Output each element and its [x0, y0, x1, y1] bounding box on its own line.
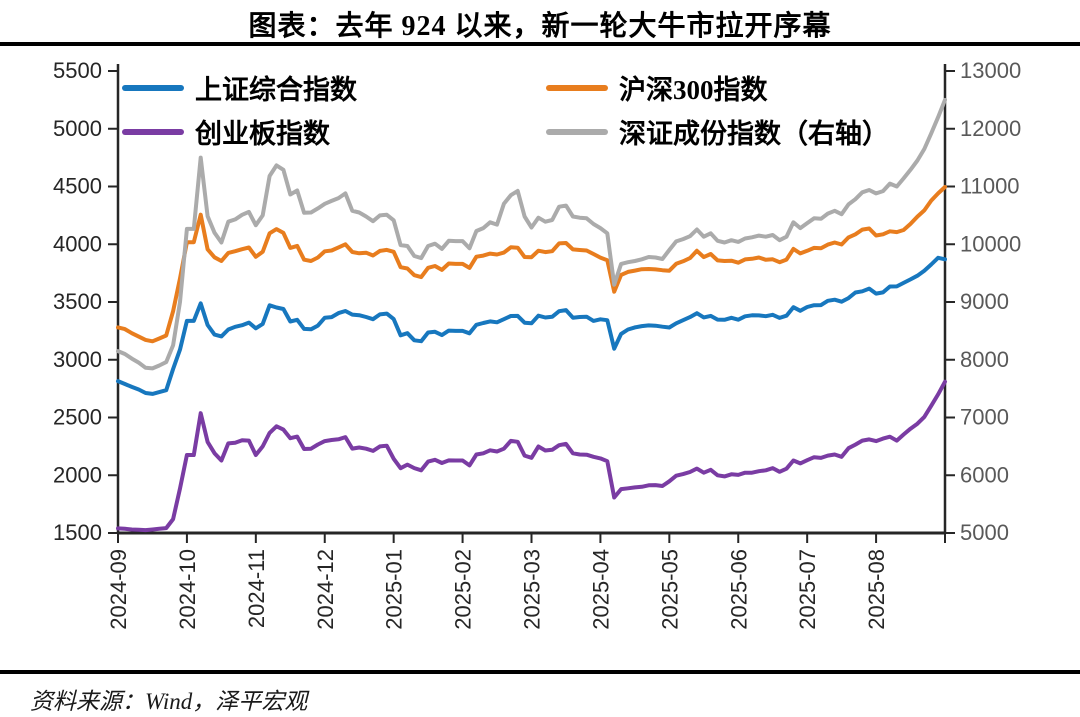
y-left-tick-label: 3500 — [53, 289, 102, 314]
x-tick-label: 2024-10 — [175, 549, 200, 630]
x-tick-label: 2025-06 — [726, 549, 751, 630]
y-right-tick-label: 6000 — [960, 462, 1009, 487]
x-tick-label: 2025-04 — [588, 549, 613, 630]
legend-swatch-orange — [546, 84, 608, 91]
legend-label-sse-composite: 上证综合指数 — [195, 75, 357, 105]
x-tick-label: 2025-07 — [795, 549, 820, 630]
x-tick-label: 2025-08 — [864, 549, 889, 630]
x-tick-label: 2025-03 — [520, 549, 545, 630]
legend-swatch-purple — [122, 128, 184, 135]
y-right-tick-label: 7000 — [960, 405, 1009, 430]
y-right-tick-label: 12000 — [960, 116, 1021, 141]
y-right-tick-label: 5000 — [960, 520, 1009, 545]
legend-item-sse-composite: 上证综合指数 — [122, 68, 357, 107]
y-right-tick-label: 13000 — [960, 58, 1021, 83]
legend-item-chinext: 创业板指数 — [122, 112, 330, 151]
x-tick-label: 2024-12 — [313, 549, 338, 630]
y-left-tick-label: 4500 — [53, 174, 102, 199]
y-left-tick-label: 2000 — [53, 462, 102, 487]
legend-item-szse-component: 深证成份指数（右轴） — [546, 112, 889, 151]
y-left-tick-label: 5500 — [53, 58, 102, 83]
series-line-2 — [116, 379, 947, 533]
title-divider-line — [0, 42, 1080, 46]
y-left-tick-label: 1500 — [53, 520, 102, 545]
legend-label-szse-component: 深证成份指数（右轴） — [619, 119, 889, 149]
series-line-0 — [116, 255, 947, 396]
y-right-tick-label: 10000 — [960, 231, 1021, 256]
legend-item-csi300: 沪深300指数 — [546, 68, 768, 107]
y-right-tick-label: 9000 — [960, 289, 1009, 314]
series-line-1 — [116, 185, 947, 344]
x-tick-label: 2025-01 — [382, 549, 407, 630]
y-right-tick-label: 11000 — [960, 174, 1020, 199]
x-tick-label: 2025-02 — [451, 549, 476, 630]
y-left-tick-label: 3000 — [53, 347, 102, 372]
y-left-tick-label: 4000 — [53, 231, 102, 256]
legend-swatch-gray — [546, 128, 608, 135]
x-tick-label: 2024-09 — [106, 549, 131, 630]
y-left-tick-label: 2500 — [53, 405, 102, 430]
chart-canvas: 1500 2000 2500 3000 3500 4000 4500 5000 5500 5000… — [53, 58, 1021, 630]
series-line-3 — [116, 97, 947, 371]
x-tick-label: 2024-11 — [244, 549, 269, 628]
y-left-tick-label: 5000 — [53, 116, 102, 141]
footer-divider-line — [0, 670, 1080, 674]
legend-label-csi300: 沪深300指数 — [619, 75, 768, 105]
y-right-tick-label: 8000 — [960, 347, 1009, 372]
legend-swatch-blue — [122, 84, 184, 91]
data-source-note: 资料来源：Wind，泽平宏观 — [30, 689, 308, 714]
x-tick-label: 2025-05 — [657, 549, 682, 630]
chart-title: 图表：去年 924 以来，新一轮大牛市拉开序幕 — [248, 11, 832, 42]
legend-label-chinext: 创业板指数 — [195, 119, 330, 149]
